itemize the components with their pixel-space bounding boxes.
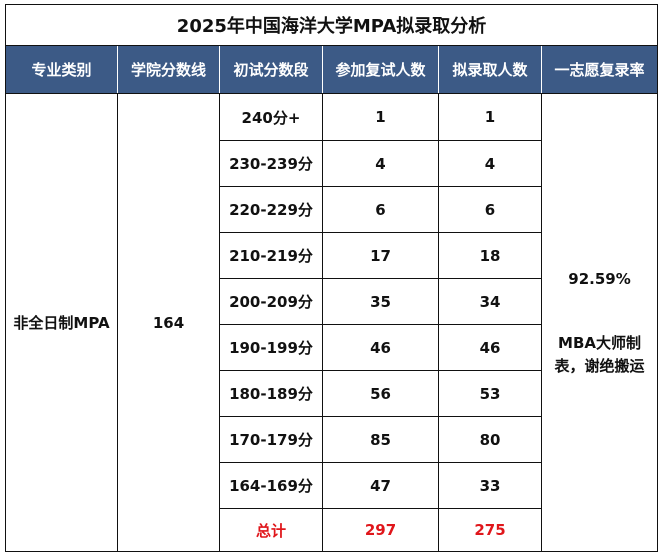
- score-range-cell: 230-239分: [219, 140, 323, 187]
- retest-cell: 17: [322, 232, 439, 279]
- retest-cell: 6: [322, 186, 439, 233]
- college-line-cell: 164: [117, 93, 220, 552]
- retest-cell: 46: [322, 324, 439, 371]
- header-first-choice-rate: 一志愿复录率: [540, 45, 659, 94]
- score-range-cell: 220-229分: [219, 186, 323, 233]
- admission-table-container: 2025年中国海洋大学MPA拟录取分析 专业类别 学院分数线 初试分数段 参加复…: [4, 4, 659, 552]
- admitted-cell: 80: [438, 416, 542, 463]
- admitted-cell: 34: [438, 278, 542, 325]
- header-row: 专业类别 学院分数线 初试分数段 参加复试人数 拟录取人数 一志愿复录率: [5, 45, 659, 94]
- title-row: 2025年中国海洋大学MPA拟录取分析: [4, 4, 659, 46]
- retest-cell: 47: [322, 462, 439, 509]
- retest-cell: 35: [322, 278, 439, 325]
- watermark-note-line1: MBA大师制: [558, 334, 642, 353]
- header-admitted-count: 拟录取人数: [438, 45, 542, 94]
- rate-cell: 92.59% MBA大师制 表，谢绝搬运: [540, 93, 659, 552]
- header-college-line: 学院分数线: [117, 45, 220, 94]
- header-category: 专业类别: [5, 45, 118, 94]
- retest-cell: 85: [322, 416, 439, 463]
- score-range-cell: 164-169分: [219, 462, 323, 509]
- retest-cell: 4: [322, 140, 439, 187]
- table-row: 180-189分 56 53: [6, 370, 658, 417]
- total-admitted: 275: [438, 508, 542, 552]
- score-range-cell: 190-199分: [219, 324, 323, 371]
- table-row: 210-219分 17 18: [6, 232, 658, 279]
- table-row: 170-179分 85 80: [6, 416, 658, 463]
- table-row: 230-239分 4 4: [6, 140, 658, 187]
- admitted-cell: 4: [438, 140, 542, 187]
- admitted-cell: 33: [438, 462, 542, 509]
- total-retest: 297: [322, 508, 439, 552]
- admitted-cell: 1: [438, 93, 542, 141]
- admitted-cell: 18: [438, 232, 542, 279]
- score-range-cell: 170-179分: [219, 416, 323, 463]
- first-choice-rate: 92.59%: [568, 269, 631, 288]
- admitted-cell: 6: [438, 186, 542, 233]
- header-score-range: 初试分数段: [219, 45, 323, 94]
- table-title: 2025年中国海洋大学MPA拟录取分析: [4, 4, 659, 46]
- admission-analysis-table: 2025年中国海洋大学MPA拟录取分析 专业类别 学院分数线 初试分数段 参加复…: [4, 4, 659, 552]
- table-row: 164-169分 47 33: [6, 462, 658, 509]
- table-row: 200-209分 35 34: [6, 278, 658, 325]
- watermark-note-line2: 表，谢绝搬运: [554, 356, 645, 375]
- header-retest-count: 参加复试人数: [322, 45, 439, 94]
- score-range-cell: 240分+: [219, 93, 323, 141]
- category-cell: 非全日制MPA: [5, 93, 118, 552]
- retest-cell: 56: [322, 370, 439, 417]
- score-range-cell: 200-209分: [219, 278, 323, 325]
- table-row: 220-229分 6 6: [6, 186, 658, 233]
- total-label: 总计: [219, 508, 323, 552]
- score-range-cell: 180-189分: [219, 370, 323, 417]
- admitted-cell: 46: [438, 324, 542, 371]
- admitted-cell: 53: [438, 370, 542, 417]
- score-range-cell: 210-219分: [219, 232, 323, 279]
- retest-cell: 1: [322, 93, 439, 141]
- table-row: 非全日制MPA 164 240分+ 1 1 92.59% MBA大师制 表，谢绝…: [5, 93, 659, 552]
- table-row: 190-199分 46 46: [6, 324, 658, 371]
- total-row: 总计 297 275: [6, 508, 658, 552]
